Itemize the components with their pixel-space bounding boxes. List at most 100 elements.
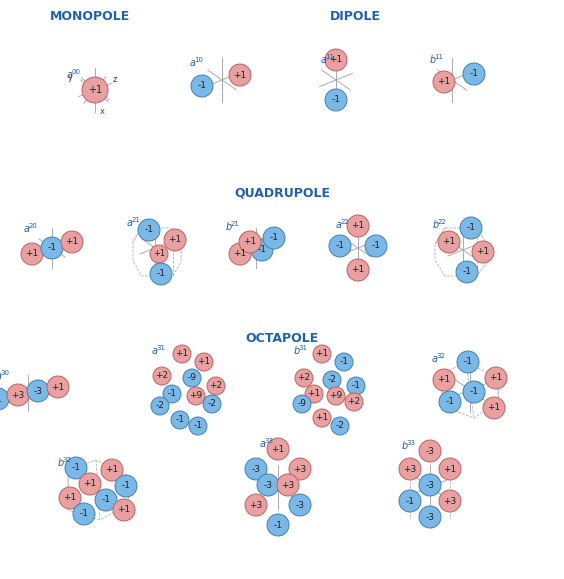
Circle shape	[27, 380, 49, 402]
Circle shape	[95, 489, 117, 511]
Text: +1: +1	[169, 236, 182, 244]
Text: -1: -1	[72, 464, 81, 472]
Circle shape	[419, 506, 441, 528]
Text: a: a	[321, 55, 327, 65]
Text: -2: -2	[156, 401, 165, 411]
Text: +1: +1	[271, 445, 285, 453]
Text: -1: -1	[144, 225, 153, 234]
Circle shape	[79, 473, 101, 495]
Text: -1: -1	[406, 497, 415, 505]
Text: a: a	[67, 70, 73, 80]
Text: a: a	[152, 346, 158, 356]
Circle shape	[293, 395, 311, 413]
Circle shape	[419, 440, 441, 462]
Circle shape	[399, 490, 421, 512]
Circle shape	[347, 215, 369, 237]
Text: +1: +1	[351, 266, 364, 274]
Text: QUADRUPOLE: QUADRUPOLE	[234, 187, 330, 200]
Text: -1: -1	[102, 496, 111, 504]
Text: +1: +1	[307, 390, 320, 398]
Text: y: y	[68, 73, 73, 82]
Circle shape	[239, 231, 261, 253]
Text: z: z	[113, 75, 117, 84]
Text: +3: +3	[281, 481, 294, 489]
Circle shape	[325, 89, 347, 111]
Text: a: a	[432, 354, 438, 364]
Text: +2: +2	[209, 382, 223, 390]
Circle shape	[457, 351, 479, 373]
Circle shape	[463, 381, 485, 403]
Text: -1: -1	[0, 394, 2, 404]
Text: 32: 32	[437, 353, 446, 359]
Circle shape	[335, 353, 353, 371]
Text: +1: +1	[442, 237, 456, 247]
Text: +1: +1	[25, 250, 38, 258]
Text: -3: -3	[425, 512, 434, 522]
Circle shape	[245, 458, 267, 480]
Circle shape	[61, 231, 83, 253]
Circle shape	[347, 377, 365, 395]
Text: a: a	[0, 371, 2, 381]
Text: OCTAPOLE: OCTAPOLE	[245, 332, 319, 345]
Text: -1: -1	[168, 390, 177, 398]
Circle shape	[150, 263, 172, 285]
Text: 11: 11	[434, 54, 443, 60]
Circle shape	[229, 243, 251, 265]
Circle shape	[365, 235, 387, 257]
Circle shape	[138, 219, 160, 241]
Text: b: b	[430, 55, 436, 65]
Circle shape	[485, 367, 507, 389]
Text: +1: +1	[233, 71, 246, 79]
Circle shape	[331, 417, 349, 435]
Text: -1: -1	[372, 241, 381, 251]
Circle shape	[245, 494, 267, 516]
Circle shape	[73, 503, 95, 525]
Text: -2: -2	[328, 376, 337, 384]
Text: 10: 10	[195, 57, 204, 63]
Text: -3: -3	[263, 481, 272, 489]
Text: a: a	[260, 439, 266, 449]
Circle shape	[47, 376, 69, 398]
Text: +1: +1	[437, 376, 451, 384]
Circle shape	[277, 474, 299, 496]
Text: +1: +1	[477, 247, 490, 256]
Text: -1: -1	[469, 69, 478, 79]
Text: a: a	[190, 58, 196, 68]
Circle shape	[113, 499, 135, 521]
Circle shape	[163, 385, 181, 403]
Circle shape	[65, 457, 87, 479]
Text: a: a	[127, 218, 133, 228]
Circle shape	[267, 514, 289, 536]
Circle shape	[41, 237, 63, 259]
Circle shape	[151, 397, 169, 415]
Text: 11: 11	[325, 54, 334, 60]
Text: -9: -9	[187, 373, 196, 383]
Circle shape	[189, 417, 207, 435]
Circle shape	[203, 395, 221, 413]
Text: +1: +1	[487, 404, 501, 412]
Text: 20: 20	[29, 223, 37, 229]
Circle shape	[327, 387, 345, 405]
Text: -1: -1	[351, 382, 360, 390]
Circle shape	[59, 487, 81, 509]
Text: 22: 22	[438, 219, 446, 225]
Text: -3: -3	[425, 481, 434, 489]
Text: +1: +1	[329, 56, 342, 64]
Text: -1: -1	[197, 82, 206, 90]
Text: +1: +1	[197, 357, 210, 367]
Circle shape	[21, 243, 43, 265]
Text: -1: -1	[156, 269, 165, 278]
Circle shape	[347, 259, 369, 281]
Circle shape	[101, 459, 123, 481]
Text: 00: 00	[72, 69, 81, 75]
Circle shape	[164, 229, 186, 251]
Circle shape	[257, 474, 279, 496]
Text: -1: -1	[270, 233, 279, 243]
Circle shape	[150, 245, 168, 263]
Text: -1: -1	[175, 416, 184, 424]
Text: +1: +1	[443, 464, 457, 474]
Text: -3: -3	[425, 446, 434, 456]
Circle shape	[325, 49, 347, 71]
Text: -1: -1	[258, 245, 267, 255]
Text: -2: -2	[208, 400, 217, 409]
